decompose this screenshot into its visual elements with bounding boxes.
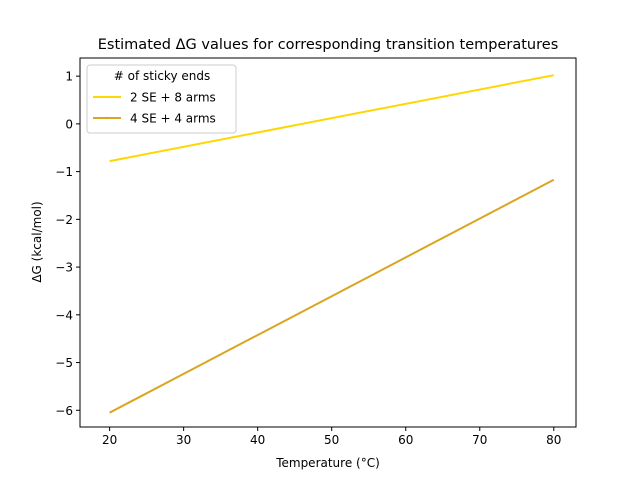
y-tick-label: −1 [55, 165, 73, 179]
x-tick-label: 40 [250, 433, 265, 447]
y-tick-label: −6 [55, 404, 73, 418]
x-tick-label: 60 [398, 433, 413, 447]
y-tick-label: −4 [55, 308, 73, 322]
y-tick-label: −2 [55, 213, 73, 227]
legend-marker [105, 116, 109, 120]
plot-area [109, 74, 555, 414]
legend-label-2: 4 SE + 4 arms [130, 112, 216, 126]
y-axis-label: ΔG (kcal/mol) [30, 201, 44, 282]
y-axis: −6 −5 −4 −3 −2 −1 0 1 [55, 70, 80, 418]
y-tick-label: −5 [55, 356, 73, 370]
series-line-1 [109, 74, 554, 163]
legend: # of sticky ends 2 SE + 8 arms 4 SE + 4 a… [86, 64, 237, 134]
legend-box [86, 64, 237, 134]
chart-title: Estimated ΔG values for corresponding tr… [98, 37, 559, 53]
x-axis-label: Temperature (°C) [275, 456, 380, 470]
x-tick-label: 50 [324, 433, 339, 447]
y-tick-label: 0 [65, 117, 73, 131]
x-tick-label: 80 [546, 433, 561, 447]
axes-frame [79, 57, 577, 428]
y-tick-label: 1 [65, 70, 73, 84]
y-tick-label: −3 [55, 261, 73, 275]
legend-entries: 2 SE + 8 arms 4 SE + 4 arms [93, 91, 216, 126]
x-axis: 20 30 40 50 60 70 80 [102, 427, 561, 447]
series-line-2 [109, 178, 555, 414]
x-tick-label: 70 [472, 433, 487, 447]
legend-title: # of sticky ends [114, 69, 210, 83]
x-tick-label: 30 [176, 433, 191, 447]
legend-label-1: 2 SE + 8 arms [130, 91, 216, 105]
x-tick-label: 20 [102, 433, 117, 447]
